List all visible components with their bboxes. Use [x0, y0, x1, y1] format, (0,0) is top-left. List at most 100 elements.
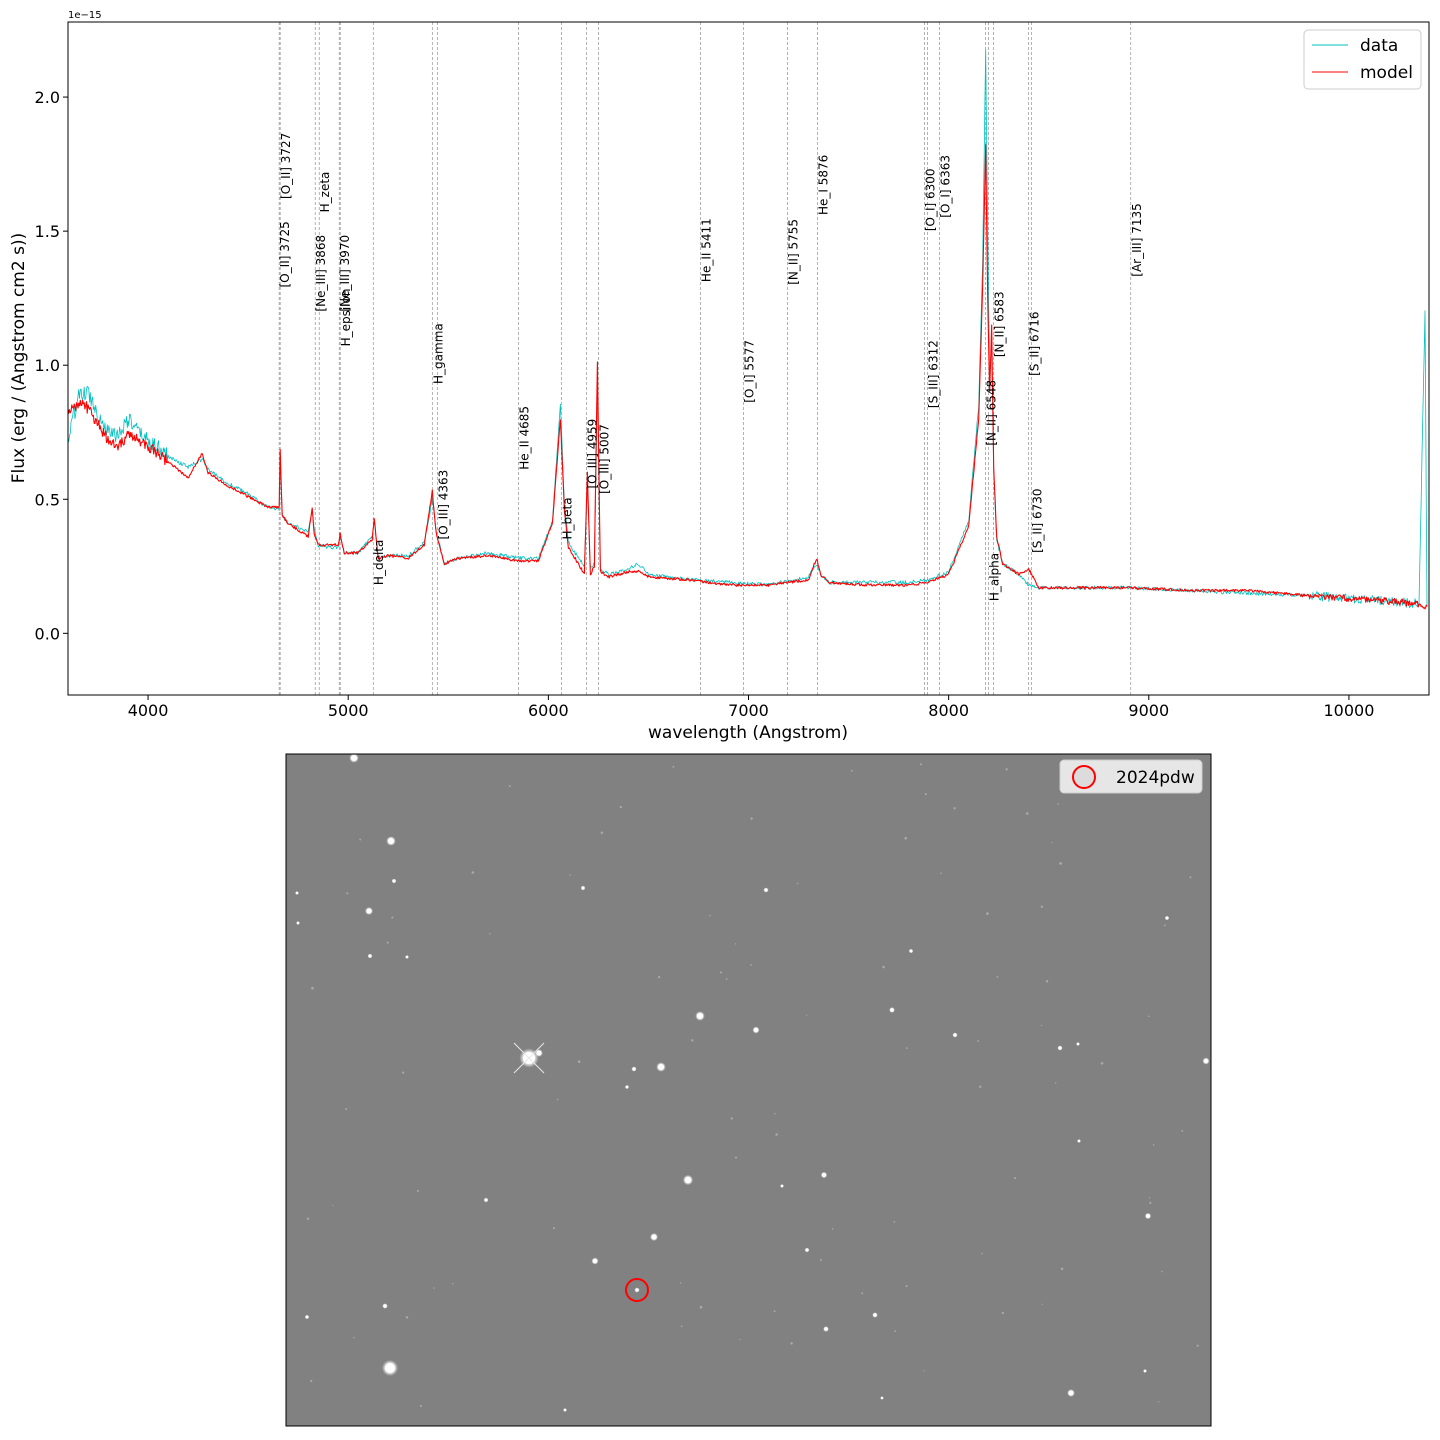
- star-core: [780, 1184, 784, 1188]
- star-core: [684, 1176, 692, 1184]
- line-label: [O_III] 4363: [436, 470, 450, 540]
- faint-source: [471, 871, 475, 874]
- image-legend: 2024pdw: [1059, 759, 1203, 794]
- faint-source: [416, 1189, 419, 1192]
- y-axis: 0.0 0.5 1.0 1.5 2.0: [35, 88, 68, 643]
- faint-source: [1100, 1061, 1104, 1065]
- faint-source: [904, 836, 908, 840]
- faint-source: [1161, 1270, 1163, 1273]
- faint-source: [1148, 1015, 1150, 1018]
- x-tick-label: 4000: [128, 701, 169, 720]
- star-core: [873, 1313, 877, 1317]
- faint-source: [680, 1325, 683, 1327]
- x-tick-label: 7000: [728, 701, 769, 720]
- y-tick-label: 2.0: [35, 88, 60, 107]
- faint-source: [790, 1342, 793, 1345]
- faint-source: [1045, 979, 1049, 983]
- faint-source: [1040, 1024, 1043, 1027]
- faint-source: [725, 978, 728, 980]
- target-marker-2024pdw: [625, 1278, 649, 1302]
- faint-source: [850, 769, 853, 772]
- line-label: [Ar_III] 7135: [1130, 203, 1144, 276]
- faint-source: [978, 1085, 982, 1089]
- star-core: [635, 1288, 639, 1292]
- faint-source: [977, 1040, 980, 1042]
- series-line-data: [68, 49, 1428, 609]
- faint-source: [1040, 905, 1044, 908]
- star-core: [405, 955, 409, 959]
- star-core: [1058, 1046, 1062, 1050]
- faint-source: [919, 763, 923, 766]
- faint-source: [657, 975, 661, 979]
- star-core: [805, 1248, 809, 1252]
- faint-source: [1041, 1303, 1043, 1305]
- x-tick-label: 6000: [528, 701, 569, 720]
- star-core: [651, 1234, 657, 1240]
- annotation-group: [O_II] 3725 [O_II] 3727 [Ne_III] 3868 H_zet…: [278, 133, 1144, 601]
- star-core: [822, 1173, 826, 1177]
- faint-source: [691, 1039, 694, 1042]
- star-core: [295, 891, 299, 895]
- line-label: [Ne_III] 3970: [338, 235, 352, 312]
- faint-source: [600, 831, 604, 834]
- image-panel: 2024pdw: [285, 753, 1212, 1427]
- faint-source: [1149, 1201, 1152, 1205]
- star-core: [1203, 1058, 1209, 1064]
- faint-source: [774, 1112, 776, 1115]
- x-tick-label: 10000: [1323, 701, 1374, 720]
- faint-source: [1189, 876, 1192, 879]
- star-core: [536, 1050, 542, 1056]
- faint-source: [861, 1292, 864, 1295]
- star-core: [366, 908, 372, 914]
- star-field: [295, 754, 1210, 1412]
- line-label: [Ne_III] 3868: [314, 235, 328, 312]
- faint-source: [405, 1316, 409, 1319]
- faint-source: [310, 1379, 313, 1383]
- faint-source: [699, 1305, 703, 1309]
- faint-source: [820, 1259, 822, 1262]
- faint-source: [556, 1098, 559, 1101]
- x-axis: 4000 5000 6000 7000 8000 9000 10000: [128, 695, 1374, 720]
- faint-source: [773, 1310, 776, 1313]
- y-axis-label: Flux (erg / (Angstrom cm2 s)): [9, 233, 29, 483]
- star-core: [368, 954, 372, 958]
- star-core: [764, 888, 768, 892]
- faint-source: [1001, 1311, 1004, 1315]
- star-core: [351, 755, 357, 761]
- image-legend-label: 2024pdw: [1116, 768, 1195, 788]
- faint-source: [1005, 768, 1008, 771]
- line-label: [O_II] 3725: [278, 221, 292, 287]
- star-core: [296, 921, 300, 925]
- line-label: H_epsilon: [339, 289, 353, 347]
- image-legend-marker: [1072, 765, 1096, 789]
- faint-source: [775, 1133, 778, 1136]
- star-core: [953, 1033, 957, 1037]
- spectrum-panel: [O_II] 3725 [O_II] 3727 [Ne_III] 3868 H_zet…: [9, 10, 1430, 743]
- star-core: [592, 1258, 598, 1264]
- star-core: [1165, 916, 1169, 920]
- faint-source: [750, 964, 752, 966]
- line-label: He_II 4685: [517, 406, 531, 470]
- legend-label-model: model: [1360, 63, 1413, 83]
- line-label: He_II 5411: [699, 218, 713, 282]
- x-tick-label: 9000: [1128, 701, 1169, 720]
- faint-source: [332, 1204, 334, 1206]
- faint-source: [796, 882, 799, 885]
- faint-source: [981, 1252, 983, 1255]
- faint-source: [345, 1107, 348, 1111]
- faint-source: [905, 1047, 908, 1049]
- faint-source: [311, 986, 314, 990]
- faint-source: [1057, 802, 1060, 805]
- faint-source: [894, 1330, 896, 1333]
- line-label: H_beta: [560, 497, 574, 539]
- faint-source: [750, 817, 753, 820]
- star-core: [909, 949, 913, 953]
- faint-source: [1059, 862, 1062, 865]
- faint-source: [831, 1228, 834, 1230]
- star-core: [753, 1027, 759, 1033]
- faint-source: [386, 941, 389, 944]
- faint-source: [433, 1287, 435, 1289]
- faint-source: [996, 976, 999, 978]
- line-label: [O_I] 5577: [742, 340, 756, 403]
